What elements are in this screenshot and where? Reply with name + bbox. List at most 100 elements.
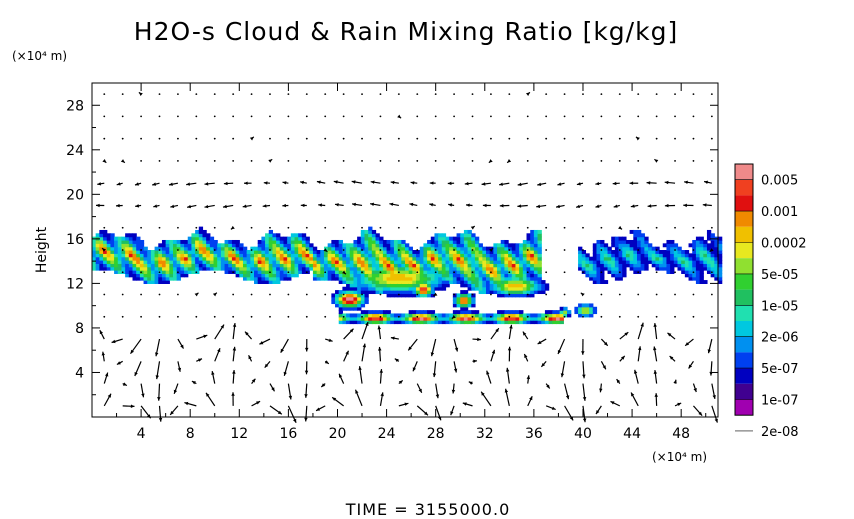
wind-vector — [232, 293, 235, 296]
wind-vector-head — [230, 225, 235, 230]
field-cell — [592, 246, 598, 251]
wind-vector — [361, 315, 363, 318]
field-cell — [390, 273, 395, 278]
field-cell — [265, 256, 270, 261]
field-cell — [452, 256, 458, 261]
wind-vector — [582, 137, 584, 140]
field-cell — [246, 270, 251, 274]
field-cell — [375, 276, 380, 281]
field-cell — [419, 256, 425, 261]
field-cell — [419, 280, 425, 284]
field-cell — [371, 260, 377, 264]
field-cell — [522, 276, 528, 281]
field-cell — [379, 270, 384, 274]
field-cell — [434, 236, 439, 241]
field-cell — [103, 266, 108, 271]
field-cell — [434, 320, 439, 325]
field-cell — [128, 250, 134, 254]
field-cell — [714, 253, 719, 258]
wind-vector-head — [158, 417, 163, 422]
field-cell — [519, 273, 524, 278]
field-cell — [261, 239, 266, 244]
wind-vector — [232, 137, 235, 140]
wind-vector — [526, 115, 529, 118]
field-cell — [614, 246, 620, 251]
wind-vector-head — [304, 394, 308, 398]
field-cell — [92, 239, 97, 244]
field-cell — [132, 253, 137, 258]
field-cell — [544, 320, 550, 325]
field-cell — [268, 233, 274, 238]
field-cell — [710, 246, 715, 251]
field-cell — [611, 243, 616, 248]
field-cell — [187, 253, 193, 258]
field-cell — [526, 286, 531, 291]
field-cell — [596, 260, 601, 264]
field-cell — [695, 256, 701, 261]
field-cell — [382, 320, 388, 325]
field-cell — [471, 260, 476, 264]
colorbar-cell — [735, 368, 753, 384]
wind-vector-head — [256, 401, 261, 405]
field-cell — [493, 320, 498, 325]
field-cell — [515, 253, 520, 258]
field-cell — [390, 316, 395, 321]
wind-vector — [158, 315, 161, 318]
field-cell — [530, 293, 535, 298]
field-cell — [121, 253, 126, 258]
field-cell — [117, 236, 123, 241]
field-cell — [537, 276, 542, 281]
field-cell — [346, 280, 351, 284]
field-cell — [139, 263, 145, 268]
wind-vector — [508, 315, 511, 318]
field-cell — [382, 260, 388, 264]
field-cell — [456, 310, 461, 315]
wind-vector-head — [318, 203, 322, 207]
field-cell — [463, 266, 469, 271]
field-cell — [121, 263, 126, 268]
field-cell — [283, 273, 288, 278]
field-cell — [614, 266, 620, 271]
wind-vector-head — [152, 182, 157, 186]
field-cell — [430, 276, 436, 281]
wind-vector-head — [153, 204, 158, 208]
field-cell — [125, 236, 130, 241]
field-cell — [419, 276, 425, 281]
wind-vector — [508, 115, 511, 118]
field-cell — [342, 266, 347, 271]
field-cell — [515, 283, 520, 288]
field-cell — [393, 239, 399, 244]
field-cell — [371, 316, 377, 321]
field-cell — [364, 300, 369, 305]
field-cell — [434, 246, 439, 251]
field-cell — [530, 253, 535, 258]
wind-vector — [269, 137, 271, 140]
field-cell — [511, 286, 517, 291]
field-cell — [463, 246, 469, 251]
field-cell — [493, 260, 498, 264]
field-cell — [533, 229, 539, 234]
field-cell — [349, 303, 355, 308]
wind-vector — [434, 226, 437, 229]
field-cell — [301, 233, 307, 238]
field-cell — [353, 263, 358, 268]
field-cell — [386, 286, 391, 291]
field-cell — [250, 266, 255, 271]
field-cell — [526, 250, 531, 254]
wind-vector — [287, 271, 290, 274]
field-cell — [393, 283, 399, 288]
field-cell — [607, 250, 612, 254]
field-cell — [254, 260, 259, 264]
wind-vector — [305, 160, 308, 162]
field-cell — [522, 320, 528, 325]
colorbar-label: 5e-07 — [761, 362, 799, 377]
field-cell — [662, 266, 668, 271]
field-cell — [471, 243, 476, 248]
field-cell — [191, 263, 196, 268]
field-cell — [706, 256, 712, 261]
field-cell — [110, 239, 115, 244]
wind-vector-head — [412, 367, 416, 372]
field-cell — [268, 273, 274, 278]
y-unit-label: (×10⁴ m) — [12, 49, 67, 63]
field-cell — [220, 250, 226, 254]
